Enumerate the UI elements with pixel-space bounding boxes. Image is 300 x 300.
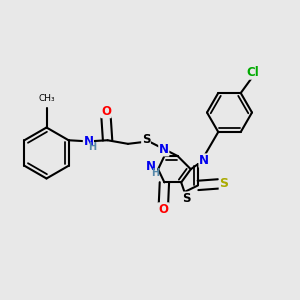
Text: N: N <box>199 154 209 167</box>
Text: Cl: Cl <box>247 66 260 79</box>
Text: S: S <box>182 192 190 205</box>
Text: H: H <box>151 168 159 178</box>
Text: O: O <box>101 105 111 118</box>
Text: N: N <box>83 135 93 148</box>
Text: CH₃: CH₃ <box>38 94 55 103</box>
Text: S: S <box>219 177 228 190</box>
Text: N: N <box>159 143 169 156</box>
Text: O: O <box>158 203 169 216</box>
Text: N: N <box>146 160 156 173</box>
Text: S: S <box>142 134 150 146</box>
Text: H: H <box>88 142 97 152</box>
